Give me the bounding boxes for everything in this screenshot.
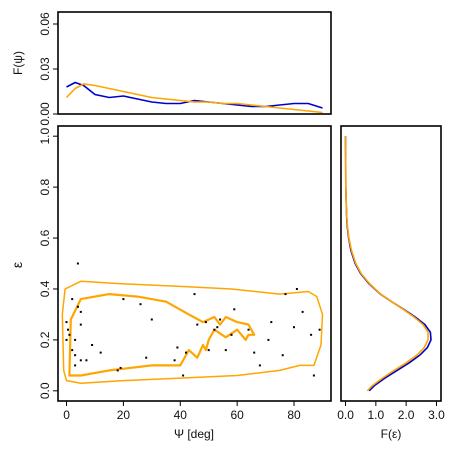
- scatter-point: [71, 349, 74, 352]
- main-x-axis: 0 20 40 60 80: [63, 401, 301, 422]
- right-panel-frame: [340, 125, 442, 402]
- scatter-point: [270, 321, 273, 324]
- top-y-axis-label: F(ψ): [11, 51, 25, 75]
- scatter-point: [224, 349, 227, 352]
- scatter-point: [145, 356, 148, 359]
- scatter-point: [74, 354, 77, 357]
- main-y-tick-label: 0.2: [38, 331, 52, 348]
- scatter-point: [150, 318, 153, 321]
- scatter-point: [116, 369, 119, 372]
- right-density-series-1: [344, 136, 429, 392]
- scatter-point: [71, 298, 74, 301]
- top-density-series-0: [66, 81, 323, 109]
- scatter-point: [76, 262, 79, 265]
- right-x-tick-label: 3.0: [428, 408, 445, 422]
- scatter-point: [230, 333, 233, 336]
- scatter-point: [139, 303, 142, 306]
- right-density-series-0: [344, 136, 432, 392]
- contour-0: [61, 280, 324, 384]
- scatter-point: [213, 328, 216, 331]
- top-density-series-1: [65, 83, 323, 114]
- scatter-point: [74, 364, 77, 367]
- right-density-curves: [344, 136, 432, 392]
- top-density-panel: 0.00 0.03 0.06 F(ψ): [11, 11, 332, 126]
- right-x-tick-label: 0.0: [337, 408, 354, 422]
- main-x-tick-label: 20: [117, 408, 131, 422]
- scatter-point: [310, 333, 313, 336]
- main-x-axis-label: Ψ [deg]: [174, 427, 214, 441]
- scatter-point: [68, 333, 71, 336]
- scatter-point: [193, 293, 196, 296]
- scatter-point: [253, 351, 256, 354]
- top-y-tick-label: 0.03: [38, 57, 52, 81]
- top-y-axis: 0.00 0.03 0.06: [38, 12, 58, 126]
- main-x-tick-label: 60: [230, 408, 244, 422]
- density-contours: [61, 280, 324, 384]
- scatter-point: [119, 366, 122, 369]
- scatter-point: [76, 305, 79, 308]
- top-panel-frame: [57, 11, 332, 115]
- scatter-point: [207, 349, 210, 352]
- right-x-tick-label: 2.0: [398, 408, 415, 422]
- main-x-tick-label: 80: [287, 408, 301, 422]
- main-y-tick-label: 0.8: [38, 178, 52, 195]
- scatter-point: [79, 310, 82, 313]
- top-y-tick-label: 0.00: [38, 102, 52, 126]
- scatter-point: [267, 338, 270, 341]
- scatter-point: [65, 321, 68, 324]
- right-x-axis: 0.0 1.0 2.0 3.0: [337, 401, 445, 422]
- main-y-tick-label: 0.0: [38, 382, 52, 399]
- scatter-point: [67, 328, 69, 331]
- scatter-point: [233, 308, 236, 311]
- scatter-point: [293, 326, 295, 329]
- scatter-point: [295, 288, 298, 290]
- main-x-tick-label: 40: [174, 408, 188, 422]
- scatter-point: [312, 374, 315, 377]
- main-y-axis: 0.0 0.2 0.4 0.6 0.8 1.0: [38, 128, 58, 399]
- scatter-point: [91, 344, 94, 346]
- contour-1: [68, 293, 256, 377]
- scatter-point: [65, 338, 68, 341]
- scatter-point: [247, 328, 250, 331]
- main-y-axis-label: ε: [9, 262, 25, 268]
- main-y-tick-label: 0.6: [38, 229, 52, 246]
- scatter-point: [74, 338, 77, 341]
- scatter-point: [258, 364, 261, 367]
- scatter-point: [196, 323, 199, 326]
- scatter-point: [204, 321, 207, 324]
- scatter-point: [301, 310, 304, 313]
- scatter-point: [216, 326, 219, 329]
- scatter-point: [122, 298, 125, 301]
- scatter-point: [79, 323, 82, 326]
- right-density-panel: 0.0 1.0 2.0 3.0 F(ε): [337, 125, 445, 441]
- scatter-point: [182, 374, 185, 377]
- scatter-point: [219, 318, 222, 321]
- main-y-tick-label: 0.4: [38, 280, 52, 297]
- scatter-points: [65, 262, 321, 377]
- top-density-curves: [65, 81, 323, 114]
- scatter-point: [281, 354, 284, 357]
- scatter-point: [185, 351, 187, 354]
- main-y-tick-label: 1.0: [38, 128, 52, 145]
- scatter-point: [176, 346, 179, 349]
- main-panel-frame: [57, 125, 332, 402]
- scatter-point: [318, 328, 321, 331]
- right-x-axis-label: F(ε): [381, 427, 402, 441]
- scatter-point: [99, 351, 102, 354]
- scatter-point: [85, 359, 88, 362]
- scatter-point: [79, 359, 82, 362]
- right-x-tick-label: 1.0: [368, 408, 385, 422]
- scatter-point: [284, 293, 287, 296]
- main-scatter-panel: 0 20 40 60 80 0.0 0.2 0.4 0.6 0.8 1.0 Ψ [deg] ε: [9, 125, 332, 441]
- main-x-tick-label: 0: [63, 408, 70, 422]
- scatter-point: [173, 359, 176, 362]
- top-y-tick-label: 0.06: [38, 12, 52, 36]
